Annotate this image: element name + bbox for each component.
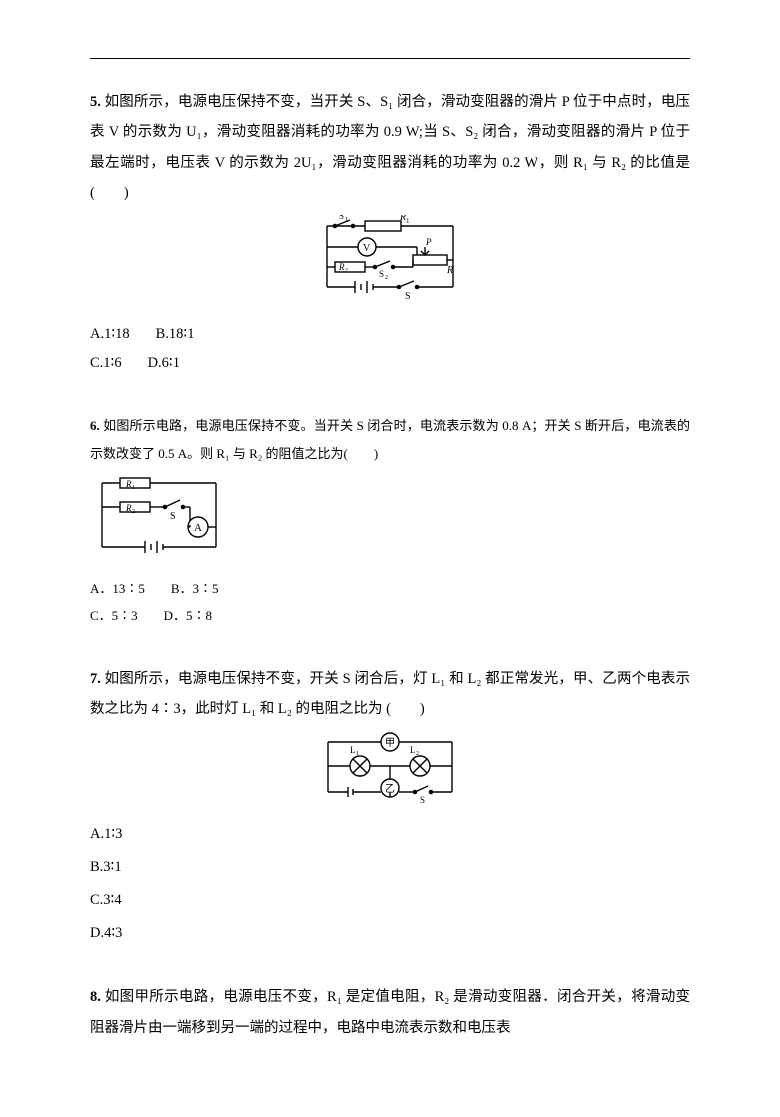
q5-number: 5. <box>90 94 101 110</box>
svg-text:S: S <box>170 511 176 522</box>
svg-text:L: L <box>410 745 416 755</box>
svg-text:2: 2 <box>416 751 419 757</box>
svg-text:V: V <box>363 243 371 254</box>
svg-text:S: S <box>339 215 344 221</box>
q6-opt-b: B．3∶5 <box>171 575 219 602</box>
q6-options: A．13∶5 B．3∶5 C．5∶3 D．5∶8 <box>90 575 690 630</box>
question-5: 5. 如图所示，电源电压保持不变，当开关 S、S₁ 闭合，滑动变阻器的滑片 P … <box>90 87 690 378</box>
q7-opt-a: A.1∶3 <box>90 820 690 849</box>
svg-text:2: 2 <box>385 275 388 281</box>
question-6: 6. 如图所示电路，电源电压保持不变。当开关 S 闭合时，电流表示数为 0.8 … <box>90 412 690 630</box>
svg-text:P: P <box>425 237 432 247</box>
svg-text:S: S <box>405 291 411 302</box>
question-7: 7. 如图所示，电源电压保持不变，开关 S 闭合后，灯 L₁ 和 L₂ 都正常发… <box>90 664 690 949</box>
svg-text:1: 1 <box>345 217 348 223</box>
question-8: 8. 如图甲所示电路，电源电压不变，R₁ 是定值电阻，R₂ 是滑动变阻器．闭合开… <box>90 982 690 1043</box>
svg-text:R: R <box>125 479 132 489</box>
q6-opt-d: D．5∶8 <box>164 602 212 629</box>
q8-body: 如图甲所示电路，电源电压不变，R₁ 是定值电阻，R₂ 是滑动变阻器．闭合开关，将… <box>90 989 690 1035</box>
svg-text:S: S <box>379 269 384 279</box>
q6-text: 6. 如图所示电路，电源电压保持不变。当开关 S 闭合时，电流表示数为 0.8 … <box>90 412 690 469</box>
q7-text: 7. 如图所示，电源电压保持不变，开关 S 闭合后，灯 L₁ 和 L₂ 都正常发… <box>90 664 690 725</box>
q5-text: 5. 如图所示，电源电压保持不变，当开关 S、S₁ 闭合，滑动变阻器的滑片 P … <box>90 87 690 209</box>
page-top-rule <box>90 58 690 59</box>
q5-figure: R 1 S 1 V <box>90 215 690 310</box>
q5-opt-d: D.6∶1 <box>148 349 180 378</box>
q6-number: 6. <box>90 418 100 433</box>
q5-opt-b: B.18∶1 <box>156 320 195 349</box>
svg-text:甲: 甲 <box>385 738 395 749</box>
q6-body: 如图所示电路，电源电压保持不变。当开关 S 闭合时，电流表示数为 0.8 A；开… <box>90 418 690 462</box>
q6-opt-c: C．5∶3 <box>90 602 138 629</box>
svg-text:1: 1 <box>406 217 410 225</box>
svg-text:L: L <box>350 745 356 755</box>
q7-number: 7. <box>90 671 101 687</box>
q8-number: 8. <box>90 989 101 1005</box>
q7-options: A.1∶3 B.3∶1 C.3∶4 D.4∶3 <box>90 820 690 948</box>
q5-body: 如图所示，电源电压保持不变，当开关 S、S₁ 闭合，滑动变阻器的滑片 P 位于中… <box>90 94 690 201</box>
svg-text:R: R <box>125 503 132 513</box>
svg-text:2: 2 <box>345 268 348 274</box>
q6-opt-a: A．13∶5 <box>90 575 145 602</box>
q5-options: A.1∶18 B.18∶1 C.1∶6 D.6∶1 <box>90 320 690 378</box>
svg-text:A: A <box>194 522 202 534</box>
q7-opt-c: C.3∶4 <box>90 886 690 915</box>
q7-opt-b: B.3∶1 <box>90 853 690 882</box>
svg-text:R: R <box>446 265 453 276</box>
q7-body: 如图所示，电源电压保持不变，开关 S 闭合后，灯 L₁ 和 L₂ 都正常发光，甲… <box>90 671 690 717</box>
svg-text:S: S <box>420 795 425 805</box>
q7-opt-d: D.4∶3 <box>90 919 690 948</box>
q6-figure: R 1 R 2 S A <box>90 475 690 565</box>
q5-opt-a: A.1∶18 <box>90 320 130 349</box>
svg-text:1: 1 <box>132 485 135 491</box>
q5-opt-c: C.1∶6 <box>90 349 122 378</box>
svg-text:1: 1 <box>356 751 359 757</box>
q7-figure: 甲 L 1 L 2 乙 <box>90 730 690 810</box>
q8-text: 8. 如图甲所示电路，电源电压不变，R₁ 是定值电阻，R₂ 是滑动变阻器．闭合开… <box>90 982 690 1043</box>
svg-text:2: 2 <box>132 509 135 515</box>
svg-text:R: R <box>338 262 345 272</box>
